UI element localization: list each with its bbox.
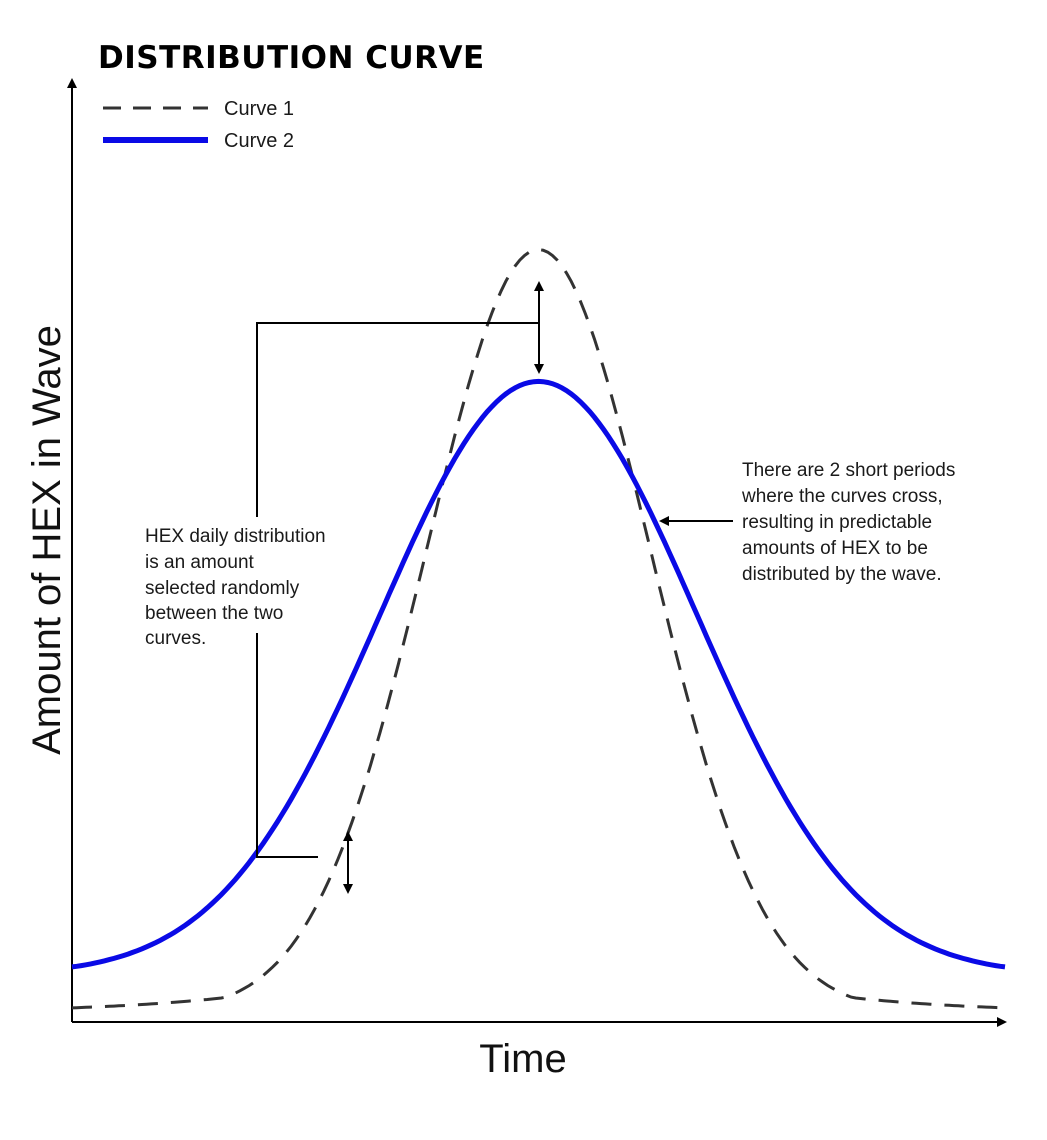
right-annotation-text: There are 2 short periods where the curv… [741,460,961,585]
left-note-line: is an amount [145,552,255,573]
legend: Curve 1 Curve 2 [103,98,294,152]
legend-label-curve-1: Curve 1 [224,98,294,120]
right-note-line: distributed by the wave. [742,564,942,585]
series-curve-1-line [71,248,1006,1010]
right-note-line: amounts of HEX to be [742,538,928,559]
x-axis-label: Time [479,1037,566,1081]
bracket-lower-line [256,633,318,858]
left-note-line: curves. [145,628,206,649]
series-curve-2-line [71,378,1006,970]
y-axis-label: Amount of HEX in Wave [25,325,69,755]
left-note-line: selected randomly [145,578,300,599]
right-note-line: where the curves cross, [741,486,943,507]
right-note-line: There are 2 short periods [742,460,955,481]
chart-title: DISTRIBUTION CURVE [98,40,485,76]
left-note-line: between the two [145,603,283,624]
right-note-line: resulting in predictable [742,512,932,533]
legend-label-curve-2: Curve 2 [224,130,294,152]
left-annotation-text: HEX daily distribution is an amount sele… [145,526,331,649]
left-note-line: HEX daily distribution [145,526,326,547]
left-annotation-bracket [256,281,544,894]
bracket-upper-line [256,322,538,517]
